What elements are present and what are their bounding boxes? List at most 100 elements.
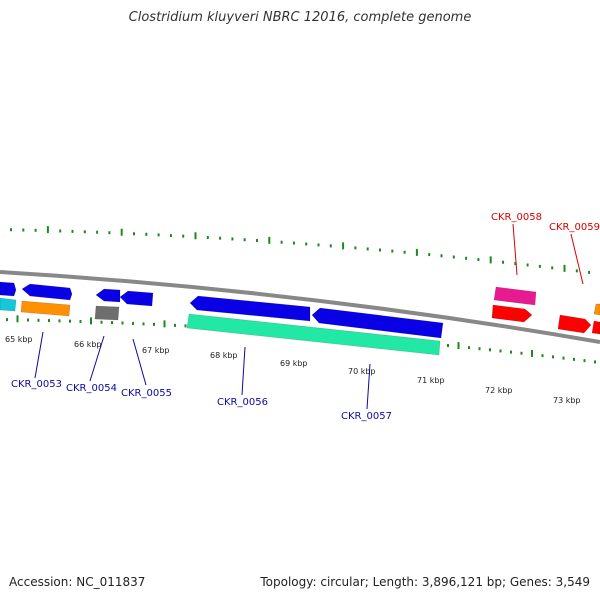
scale-label: 72 kbp [485,386,513,395]
outer-tick [219,236,222,240]
gene-box-ckr-0058 [493,286,537,306]
gene-box-cyan [0,297,17,312]
outer-tick [514,262,517,266]
outer-tick [96,230,99,234]
gene-arrow-red-1 [491,304,533,323]
outer-tick [317,243,320,247]
outer-tick [563,264,566,272]
inner-tick [594,360,596,364]
gene-label[interactable]: CKR_0056 [217,397,268,408]
gene-box-orange [20,300,71,317]
scale-label: 70 kbp [348,367,376,376]
outer-tick [22,228,25,232]
inner-tick [531,349,533,357]
gene-label[interactable]: CKR_0054 [66,383,117,394]
inner-tick [111,321,113,325]
outer-tick [133,232,135,236]
outer-tick [391,249,394,253]
inner-tick [132,321,134,325]
inner-tick [100,320,103,324]
outer-tick [526,263,529,267]
inner-tick [478,347,481,351]
inner-tick [163,320,166,328]
gene-arrow-ckr-0056a [189,295,311,322]
inner-tick [562,356,565,360]
outer-tick [452,255,455,259]
gene-box-orange-edge [593,303,600,316]
outer-tick [46,226,49,234]
scale-label: 66 kbp [74,340,102,349]
outer-tick [538,264,541,268]
outer-tick [329,244,332,248]
inner-tick [489,348,491,352]
outer-tick [354,246,357,250]
scale-label: 69 kbp [280,359,308,368]
outer-tick [280,240,283,244]
outer-tick [477,258,480,262]
outer-tick [366,247,369,251]
outer-tick [575,269,578,273]
outer-tick [157,233,160,237]
gene-label[interactable]: CKR_0059 [549,222,600,233]
gene-label[interactable]: CKR_0055 [121,388,172,399]
leader-line [512,223,518,276]
inner-tick [573,357,575,361]
inner-tick [174,323,176,327]
accession-text: Accession: NC_011837 [9,575,146,589]
outer-tick [145,232,148,236]
outer-tick [428,253,431,257]
leader-line [34,331,44,379]
leader-line [241,346,246,396]
inner-tick [447,344,449,348]
scale-label: 71 kbp [417,376,445,385]
outer-tick [588,270,591,274]
scale-label: 65 kbp [5,335,33,344]
leader-line [570,233,584,285]
outer-tick [169,233,172,237]
gene-arrow-cki-0052 [0,281,17,297]
gene-box-gray [94,305,120,321]
gene-box-ckr-0057 [186,313,441,356]
inner-tick [79,319,82,323]
gene-label[interactable]: CKR_0058 [491,212,542,223]
scale-label: 73 kbp [553,396,581,405]
gene-arrow-ckr-0054 [95,288,121,303]
scale-label: 67 kbp [142,346,170,355]
outer-tick [551,266,554,270]
outer-tick [83,230,86,234]
outer-tick [403,250,406,254]
gene-features [0,281,600,356]
outer-tick [71,229,74,233]
outer-tick [292,241,295,245]
leader-line [132,338,147,386]
gene-labels: CKR_0053 CKR_0054 CKR_0055 CKR_0056 CKR_0057… [11,212,600,422]
scale-label: 68 kbp [210,351,238,360]
inner-tick [583,359,586,363]
outer-tick [305,242,308,246]
inner-tick [48,319,50,323]
outer-tick [120,228,123,236]
gene-arrow-ckr-0059 [557,314,592,334]
outer-tick [268,236,271,244]
inner-tick [90,317,92,325]
outer-tick [59,229,62,233]
inner-tick [16,315,19,323]
outer-tick [243,238,246,242]
outer-tick [489,256,492,264]
inner-tick [6,318,8,322]
gene-label[interactable]: CKR_0057 [341,411,392,422]
leader-line [89,335,105,382]
outer-tick [182,234,185,238]
label-leader-lines [34,223,584,410]
inner-tick [552,355,554,359]
inner-tick [153,322,155,326]
inner-tick [121,321,124,325]
outer-tick [465,256,468,260]
outer-tick [10,228,12,232]
gene-arrow-red-edge [591,320,600,335]
outer-ticks [10,226,591,274]
inner-tick [58,319,61,323]
inner-tick [69,319,71,323]
gene-label[interactable]: CKR_0053 [11,379,62,390]
